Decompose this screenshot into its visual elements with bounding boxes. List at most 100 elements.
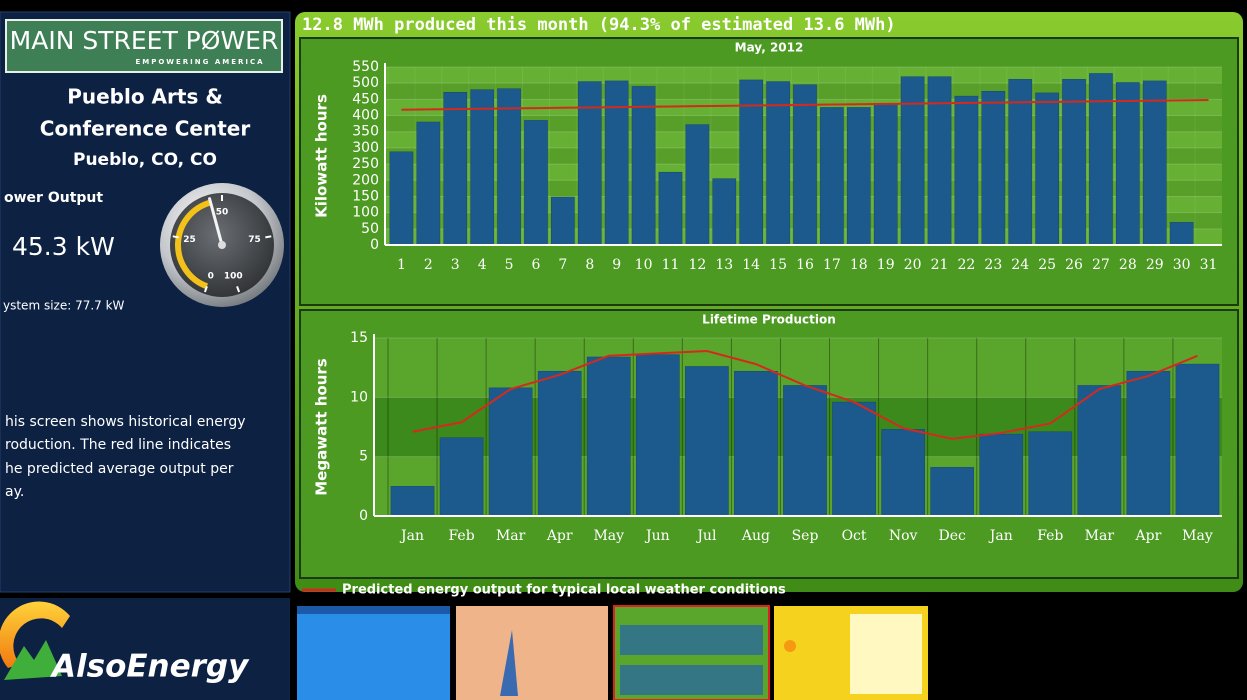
thumbnail[interactable] [297, 606, 450, 700]
x-tick-label: Feb [1037, 528, 1063, 544]
x-tick-label: 29 [1146, 257, 1164, 273]
bar [1029, 432, 1072, 516]
bar [471, 90, 494, 245]
bar [605, 81, 628, 245]
y-tick-label: 10 [350, 389, 368, 405]
bar [587, 357, 630, 516]
y-tick-label: 50 [361, 221, 379, 237]
bar [538, 371, 581, 516]
bar [636, 355, 679, 516]
thumbnail-chart [620, 625, 763, 655]
x-tick-label: 20 [904, 257, 922, 273]
x-tick-label: 21 [931, 257, 949, 273]
bar [820, 107, 843, 245]
x-tick-label: 27 [1092, 257, 1110, 273]
bar [1062, 79, 1085, 245]
thumbnail-chart [620, 665, 763, 695]
description-line: roduction. The red line indicates [5, 437, 231, 453]
x-tick-label: Dec [938, 528, 966, 544]
x-tick-label: Apr [1135, 528, 1162, 544]
x-tick-label: 3 [451, 257, 460, 273]
x-tick-label: May [1182, 528, 1213, 544]
sponsor-tagline: EMPOWERING AMERICA [135, 58, 264, 66]
y-tick-label: 100 [352, 205, 379, 221]
bar [391, 486, 434, 516]
bar [1143, 81, 1166, 245]
site-location: Pueblo, CO, CO [73, 150, 217, 170]
bar [686, 125, 709, 245]
x-tick-label: Jun [644, 528, 670, 544]
bar [980, 434, 1023, 516]
y-tick-label: 450 [352, 91, 379, 107]
x-tick-label: 4 [478, 257, 487, 273]
y-tick-label: 300 [352, 140, 379, 156]
x-tick-label: 15 [769, 257, 787, 273]
bar [832, 402, 875, 516]
bar [734, 371, 777, 516]
bar [659, 172, 682, 245]
bar [955, 96, 978, 245]
description-line: his screen shows historical energy [5, 414, 246, 430]
dashboard: MAIN STREET PØWER EMPOWERING AMERICA Pue… [0, 0, 1247, 700]
power-output-label: ower Output [4, 190, 103, 206]
thumbnails [297, 606, 928, 700]
x-tick-label: 28 [1119, 257, 1137, 273]
x-tick-label: May [593, 528, 624, 544]
system-size: ystem size: 77.7 kW [3, 299, 125, 313]
x-tick-label: 9 [612, 257, 621, 273]
bar [1170, 222, 1193, 245]
bar [1176, 364, 1219, 516]
x-tick-label: 8 [585, 257, 594, 273]
x-tick-label: 11 [662, 257, 680, 273]
bar [489, 388, 532, 516]
power-output: 45.3 kW [12, 232, 115, 261]
bar [632, 86, 655, 245]
sponsor-logo: MAIN STREET PØWER [10, 26, 279, 55]
x-tick-label: 16 [796, 257, 814, 273]
y-tick-label: 400 [352, 108, 379, 124]
y-tick-label: 150 [352, 188, 379, 204]
chart-title: Lifetime Production [702, 313, 836, 327]
y-tick-label: 0 [370, 237, 379, 253]
bar [524, 120, 547, 245]
y-tick-label: 5 [359, 449, 368, 465]
x-tick-label: 2 [424, 257, 433, 273]
y-tick-label: 0 [359, 508, 368, 524]
gauge-tick-label: 75 [248, 235, 261, 245]
x-tick-label: 6 [532, 257, 541, 273]
bar [982, 91, 1005, 245]
bar [444, 92, 467, 245]
gauge-hub [218, 241, 226, 249]
y-axis-title: Megawatt hours [313, 358, 331, 496]
x-tick-label: Aug [741, 528, 770, 544]
thumbnail-sun [784, 640, 796, 652]
y-tick-label: 500 [352, 75, 379, 91]
gauge-tick [265, 236, 271, 237]
thumbnail-header [297, 606, 450, 614]
site-name: Pueblo Arts & [67, 85, 223, 109]
thumbnail-note [850, 614, 922, 694]
x-tick-label: Jul [695, 528, 717, 544]
x-tick-label: 1 [397, 257, 406, 273]
x-tick-label: Apr [546, 528, 573, 544]
x-tick-label: Mar [1085, 528, 1115, 544]
x-tick-label: 5 [505, 257, 514, 273]
bar [793, 85, 816, 245]
bar [1036, 93, 1059, 245]
y-tick-label: 250 [352, 156, 379, 172]
x-tick-label: 19 [877, 257, 895, 273]
x-tick-label: 17 [823, 257, 841, 273]
gauge-tick-label: 100 [224, 272, 243, 282]
y-axis-title: Kilowatt hours [313, 94, 331, 218]
bar [713, 179, 736, 245]
x-tick-label: 10 [635, 257, 653, 273]
bar [1127, 371, 1170, 516]
x-tick-label: 23 [984, 257, 1002, 273]
bar [551, 197, 574, 245]
x-tick-label: 7 [558, 257, 567, 273]
bar [1116, 83, 1139, 245]
x-tick-label: 26 [1065, 257, 1083, 273]
bar [928, 77, 951, 245]
x-tick-label: 12 [688, 257, 706, 273]
thumbnail[interactable] [456, 606, 608, 700]
